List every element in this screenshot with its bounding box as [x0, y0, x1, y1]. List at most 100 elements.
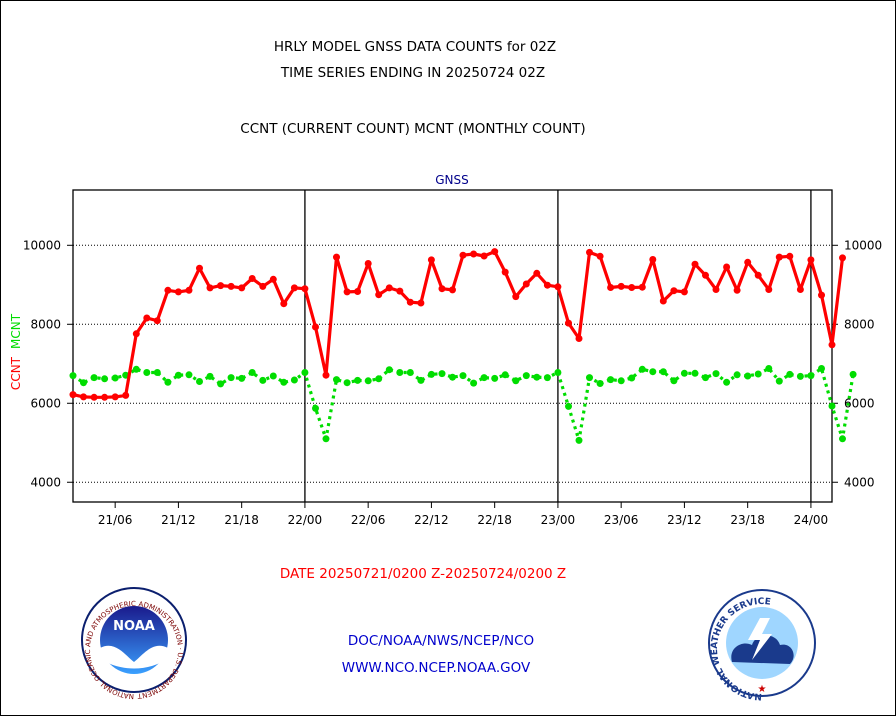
org-path-link[interactable]: DOC/NOAA/NWS/NCEP/NCO	[348, 633, 534, 649]
data-point-ccnt	[132, 330, 140, 338]
data-point-ccnt	[174, 288, 182, 296]
y-tick-label-left: 10000	[23, 238, 61, 252]
x-tick-label: 23/18	[730, 513, 765, 527]
data-point-ccnt	[491, 248, 499, 256]
data-point-ccnt	[680, 288, 688, 296]
data-point-ccnt	[438, 285, 446, 293]
data-point-ccnt	[196, 264, 203, 272]
data-point-ccnt	[775, 253, 783, 261]
data-point-ccnt	[417, 299, 425, 307]
data-point-ccnt	[280, 300, 288, 308]
data-point-mcnt	[659, 368, 667, 376]
data-point-ccnt	[522, 280, 530, 288]
data-point-ccnt	[164, 286, 172, 294]
data-point-ccnt	[470, 250, 478, 258]
cloud-icon	[731, 635, 794, 664]
x-tick-label: 21/06	[98, 513, 133, 527]
data-point-ccnt	[185, 286, 193, 294]
website-link[interactable]: WWW.NCO.NCEP.NOAA.GOV	[342, 660, 531, 676]
data-point-ccnt	[586, 248, 593, 256]
data-point-ccnt	[269, 275, 277, 283]
data-point-ccnt	[312, 323, 319, 331]
data-point-ccnt	[480, 252, 488, 260]
svg-text:CCNTMCNT: CCNT MCNT	[9, 313, 23, 390]
data-point-ccnt	[406, 298, 414, 306]
y-tick-label-left: 8000	[30, 317, 61, 331]
data-point-mcnt	[80, 379, 87, 387]
data-point-mcnt	[459, 372, 467, 380]
data-point-mcnt	[723, 378, 731, 386]
data-point-mcnt	[828, 402, 836, 410]
data-point-mcnt	[649, 368, 657, 376]
data-point-ccnt	[649, 256, 657, 263]
data-point-ccnt	[143, 314, 151, 322]
data-point-ccnt	[839, 254, 846, 262]
data-point-mcnt	[312, 404, 319, 412]
data-point-ccnt	[796, 286, 804, 293]
data-point-mcnt	[375, 375, 383, 383]
data-point-ccnt	[828, 341, 836, 349]
data-point-ccnt	[670, 287, 678, 295]
data-point-mcnt	[248, 369, 256, 376]
data-point-ccnt	[712, 286, 720, 293]
data-point-mcnt	[385, 366, 393, 374]
data-point-mcnt	[143, 369, 151, 376]
data-point-ccnt	[364, 260, 372, 267]
data-point-mcnt	[185, 371, 193, 379]
data-point-mcnt	[164, 378, 172, 386]
data-point-ccnt	[628, 284, 636, 291]
y-tick-label-right: 6000	[844, 396, 875, 410]
y-tick-label-left: 4000	[30, 475, 61, 489]
data-point-mcnt	[617, 377, 625, 385]
data-point-mcnt	[775, 377, 783, 385]
data-point-mcnt	[322, 435, 330, 443]
day-boundaries	[304, 190, 812, 502]
data-point-mcnt	[607, 376, 615, 384]
data-point-mcnt	[206, 372, 214, 380]
data-point-mcnt	[111, 374, 119, 382]
noaa-logo[interactable]: NATIONAL OCEANIC AND ATMOSPHERIC ADMINIS…	[0, 0, 187, 700]
x-tick-label: 22/18	[477, 513, 512, 527]
data-point-ccnt	[617, 282, 625, 290]
data-point-ccnt	[375, 291, 383, 299]
data-point-mcnt	[543, 374, 551, 382]
data-point-ccnt	[554, 283, 562, 291]
nws-logo[interactable]: NATIONAL WEATHER SERVICE ★	[708, 589, 816, 701]
data-point-ccnt	[691, 260, 699, 268]
data-point-mcnt	[765, 365, 773, 372]
chart-title: GNSS	[435, 173, 469, 187]
data-point-ccnt	[786, 252, 794, 260]
plot-frame	[72, 189, 833, 503]
y-tick-label-right: 8000	[844, 317, 875, 331]
x-tick-label: 21/18	[224, 513, 259, 527]
data-point-ccnt	[153, 317, 161, 325]
data-point-mcnt	[744, 372, 752, 380]
data-point-mcnt	[470, 379, 478, 387]
tick-labels: 4000 4000 6000 6000 8000 8000 10000 10000 21/06 2…	[23, 238, 882, 527]
lightning-icon	[748, 618, 772, 660]
data-point-ccnt	[290, 284, 298, 292]
y-tick-label-right: 10000	[844, 238, 882, 252]
data-point-mcnt	[174, 371, 182, 379]
y-tick-label-right: 4000	[844, 475, 875, 489]
data-point-mcnt	[554, 369, 562, 376]
data-point-ccnt	[807, 256, 815, 264]
data-point-ccnt	[90, 393, 98, 401]
data-point-mcnt	[269, 372, 277, 380]
data-point-mcnt	[259, 376, 267, 384]
data-point-mcnt	[364, 377, 372, 385]
data-point-ccnt	[565, 319, 572, 327]
data-point-ccnt	[301, 285, 309, 293]
data-point-mcnt	[512, 377, 520, 385]
x-tick-label: 24/00	[794, 513, 829, 527]
series-layer	[69, 248, 857, 444]
data-point-mcnt	[628, 374, 636, 382]
data-point-ccnt	[533, 269, 541, 277]
data-point-mcnt	[132, 365, 140, 373]
data-point-mcnt	[396, 369, 404, 376]
data-point-mcnt	[449, 373, 456, 381]
data-point-ccnt	[248, 275, 256, 282]
data-point-mcnt	[754, 370, 762, 378]
